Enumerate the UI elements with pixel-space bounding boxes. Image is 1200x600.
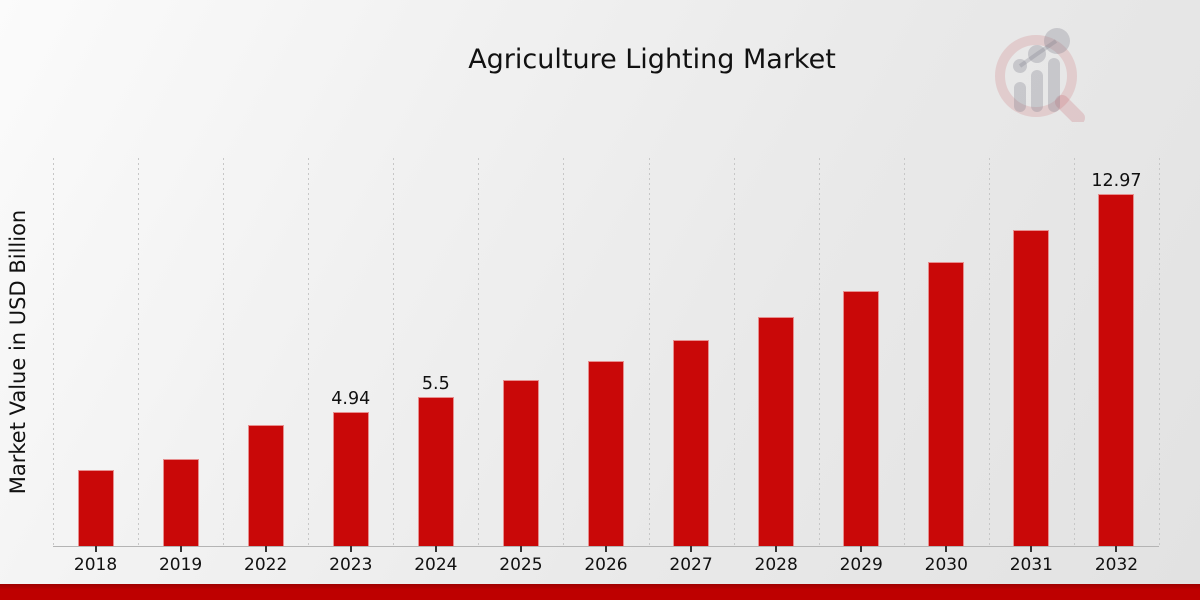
- vertical-gridline: [818, 158, 820, 546]
- x-tick-label-2028: 2028: [754, 555, 798, 575]
- x-axis-tick: [434, 546, 437, 552]
- bar-2029: [843, 291, 880, 546]
- x-axis-tick: [1030, 546, 1033, 552]
- vertical-gridline: [988, 158, 990, 546]
- x-tick-label-2029: 2029: [839, 555, 883, 575]
- x-tick-label-2030: 2030: [924, 555, 968, 575]
- plot-area: 2018 2019 2022 4.94 2023 5.5 2024 2025 2026 2027 2…: [53, 158, 1160, 575]
- x-axis-tick: [349, 546, 352, 552]
- x-tick-label-2031: 2031: [1009, 555, 1053, 575]
- bar-2027: [673, 340, 710, 546]
- x-tick-label-2019: 2019: [158, 555, 203, 575]
- x-axis-tick: [860, 546, 863, 552]
- x-axis-tick: [179, 546, 182, 552]
- x-axis-tick: [519, 546, 522, 552]
- bar-2030: [928, 262, 965, 546]
- x-axis-tick: [690, 546, 693, 552]
- bar-2022: [247, 425, 284, 546]
- vertical-gridline: [903, 158, 905, 546]
- x-tick-label-2025: 2025: [499, 555, 543, 575]
- x-tick-label-2023: 2023: [329, 555, 373, 575]
- vertical-gridline: [308, 158, 310, 546]
- x-axis-tick: [1115, 546, 1118, 552]
- y-axis-label: Market Value in USD Billion: [6, 209, 30, 495]
- bar-value-label-2023: 4.94: [331, 388, 371, 409]
- bar-2019: [162, 458, 199, 546]
- x-tick-label-2027: 2027: [669, 555, 713, 575]
- bar-2025: [502, 379, 539, 546]
- vertical-gridline: [648, 158, 650, 546]
- x-tick-label-2022: 2022: [244, 555, 288, 575]
- magnifier-bar-chart-watermark-icon: [995, 28, 1085, 122]
- x-tick-label-2024: 2024: [414, 555, 458, 575]
- x-axis-tick: [775, 546, 778, 552]
- bar-value-label-2024: 5.5: [421, 373, 450, 394]
- vertical-gridline: [393, 158, 395, 546]
- vertical-gridline: [138, 158, 140, 546]
- chart-title: Agriculture Lighting Market: [468, 44, 836, 75]
- vertical-gridline: [1159, 158, 1160, 546]
- vertical-gridline: [1073, 158, 1075, 546]
- bar-2024: [417, 396, 454, 546]
- vertical-gridline: [563, 158, 565, 546]
- vertical-gridline: [733, 158, 735, 546]
- bar-2018: [77, 470, 114, 546]
- bar-2026: [588, 361, 624, 546]
- x-tick-label-2026: 2026: [584, 555, 628, 575]
- bar-2023: [332, 411, 369, 546]
- x-axis-tick: [94, 546, 97, 552]
- x-tick-label-2018: 2018: [73, 555, 118, 575]
- bar-value-label-2032: 12.97: [1091, 171, 1142, 192]
- vertical-gridline: [53, 158, 54, 546]
- x-axis-tick: [264, 546, 267, 552]
- vertical-gridline: [478, 158, 480, 546]
- bar-2031: [1013, 230, 1050, 546]
- x-axis-tick: [605, 546, 607, 552]
- bar-2028: [758, 317, 795, 546]
- bar-2032: [1098, 194, 1135, 546]
- x-axis-tick: [945, 546, 948, 552]
- x-tick-label-2032: 2032: [1094, 555, 1139, 575]
- vertical-gridline: [223, 158, 225, 546]
- footer-accent-bar: [0, 584, 1200, 600]
